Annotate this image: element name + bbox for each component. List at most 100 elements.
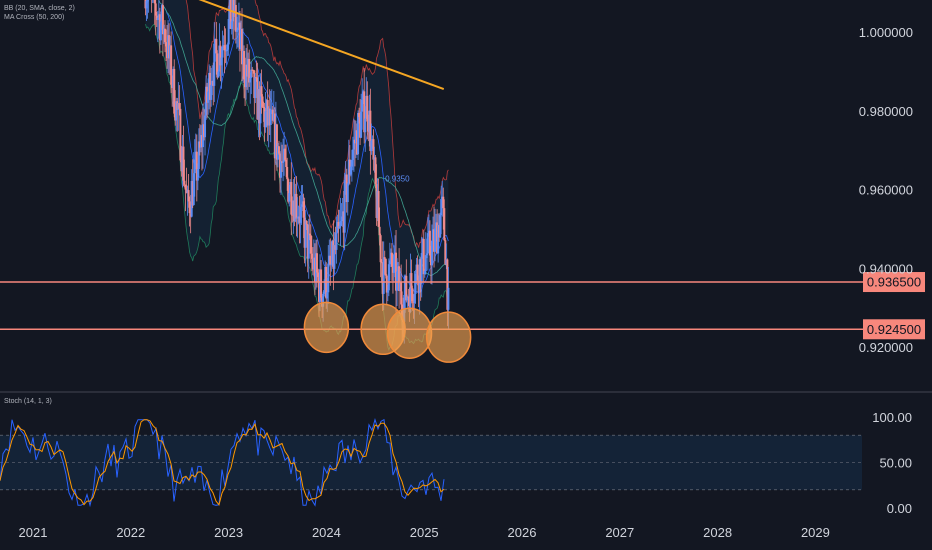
horizontal-levels[interactable]: 0.936500 0.924500: [0, 272, 925, 340]
candle-body: [215, 39, 218, 54]
candle-body: [331, 240, 334, 265]
candle-body: [383, 257, 386, 259]
candle-body: [344, 174, 347, 181]
highlight-circle[interactable]: [303, 301, 350, 354]
candle-body: [404, 275, 407, 295]
candle-body: [334, 245, 337, 250]
candle-body: [406, 296, 409, 301]
stoch-band-area: [0, 435, 862, 490]
candle-body: [392, 255, 395, 273]
candle-body: [230, 21, 233, 29]
stoch-tick-label: 50.00: [879, 456, 912, 471]
candle-body: [175, 101, 178, 121]
candle-body: [365, 95, 368, 119]
candle-body: [341, 211, 344, 217]
candle-body: [248, 58, 251, 83]
candle-body: [379, 235, 382, 263]
candle-body: [222, 45, 225, 47]
time-tick-label: 2021: [19, 525, 48, 540]
stoch-d-line: [0, 419, 445, 506]
candle-body: [323, 290, 326, 294]
candle-body: [297, 216, 300, 218]
candle-body: [176, 101, 179, 110]
candle-body: [318, 277, 321, 302]
bb-legend[interactable]: BB (20, SMA, close, 2): [4, 5, 75, 12]
candle-body: [327, 263, 330, 293]
candle-body: [264, 111, 267, 128]
candle-body: [209, 72, 212, 100]
candle-body: [387, 264, 390, 291]
candle-body: [273, 113, 276, 159]
candle-body: [144, 0, 147, 9]
candle-body: [289, 182, 292, 194]
candle-body: [432, 229, 435, 241]
candle-body: [369, 110, 372, 152]
candle-body: [434, 228, 437, 252]
candle-body: [417, 280, 420, 293]
candle-body: [229, 0, 232, 29]
candle-body: [396, 271, 399, 291]
candle-body: [343, 180, 346, 233]
candle-body: [257, 89, 260, 120]
candle-body: [329, 255, 332, 265]
stoch-legend-wrap: Stoch (14, 1, 3): [4, 397, 52, 406]
candle-body: [444, 240, 447, 265]
candle-body: [295, 193, 298, 219]
candle-body: [240, 29, 243, 65]
price-tick-label: 0.960000: [859, 183, 913, 198]
candle-body: [437, 225, 440, 254]
ma-legend[interactable]: MA Cross (50, 200): [4, 14, 65, 21]
candle-body: [336, 221, 339, 233]
candle-body: [368, 110, 371, 132]
stoch-legend[interactable]: Stoch (14, 1, 3): [4, 398, 52, 405]
candle-body: [378, 226, 381, 236]
candle-body: [370, 140, 373, 152]
highlight-circles[interactable]: [303, 301, 472, 363]
candle-body: [361, 99, 364, 112]
candle-body: [308, 233, 311, 236]
candle-body: [270, 109, 273, 111]
candle-body: [218, 45, 221, 72]
candle-body: [277, 146, 280, 154]
candle-body: [174, 113, 177, 121]
candle-body: [415, 264, 418, 274]
candle-body: [188, 201, 191, 214]
price-tick-label: 0.980000: [859, 104, 913, 119]
candle-body: [411, 288, 414, 302]
candle-body: [358, 112, 361, 118]
candle-body: [293, 200, 296, 222]
candle-body: [166, 46, 169, 59]
candle-body: [408, 296, 411, 313]
stoch-lines: [0, 417, 445, 508]
candle-body: [249, 77, 252, 83]
candle-body: [400, 282, 403, 305]
highlight-circle[interactable]: [386, 307, 433, 359]
candle-body: [427, 230, 430, 234]
candle-body: [304, 221, 307, 248]
candle-body: [388, 260, 391, 265]
time-tick-label: 2022: [116, 525, 145, 540]
candle-body: [424, 255, 427, 272]
trendline-segment[interactable]: [106, 0, 445, 91]
candle-body: [301, 201, 304, 205]
candle-body: [182, 146, 185, 181]
candle-body: [380, 262, 383, 264]
candle-body: [372, 139, 375, 160]
candle-body: [221, 46, 224, 58]
candle-body: [208, 72, 211, 92]
candle-body: [213, 43, 216, 86]
candle-body: [435, 222, 438, 229]
candle-body: [177, 103, 180, 110]
trendline[interactable]: [106, 0, 445, 91]
candle-body: [219, 45, 222, 66]
candle-body: [426, 233, 429, 254]
candle-body: [288, 193, 291, 202]
candle-body: [410, 273, 413, 289]
highlight-circle[interactable]: [425, 311, 472, 363]
candle-body: [306, 224, 309, 259]
candle-body: [180, 160, 183, 172]
candle-body: [394, 252, 397, 256]
candle-body: [281, 161, 284, 163]
candle-body: [183, 180, 186, 185]
